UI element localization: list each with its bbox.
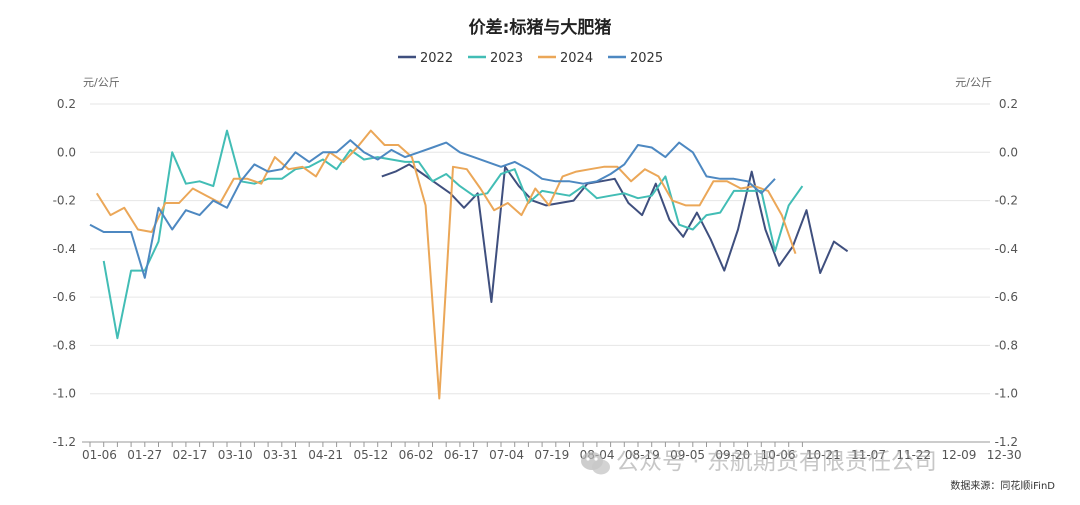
y-tick-label-right: 0.2 xyxy=(999,97,1018,111)
legend-label-2023: 2023 xyxy=(490,51,523,66)
chart-title: 价差:标猪与大肥猪 xyxy=(469,17,612,38)
y-unit-left: 元/公斤 xyxy=(83,76,120,89)
legend-label-2024: 2024 xyxy=(560,51,593,66)
x-tick-label: 08-19 xyxy=(625,448,660,462)
x-tick-label: 01-27 xyxy=(127,448,162,462)
y-tick-label-left: -1.2 xyxy=(53,435,76,449)
y-tick-label-right: -0.6 xyxy=(995,290,1018,304)
watermark: 公众号 · 东航期货有限责任公司 xyxy=(581,449,937,475)
x-tick-label: 12-30 xyxy=(987,448,1022,462)
x-tick-label: 06-02 xyxy=(399,448,434,462)
legend-label-2025: 2025 xyxy=(630,51,663,66)
x-tick-label: 07-04 xyxy=(489,448,524,462)
x-tick-label: 11-22 xyxy=(896,448,931,462)
y-tick-label-right: -1.2 xyxy=(995,435,1018,449)
y-tick-label-left: -0.2 xyxy=(53,194,76,208)
x-tick-label: 02-17 xyxy=(172,448,207,462)
watermark-text: 公众号 · 东航期货有限责任公司 xyxy=(616,449,937,475)
x-tick-label: 04-21 xyxy=(308,448,343,462)
x-tick-label: 07-19 xyxy=(534,448,569,462)
y-tick-label-left: -1.0 xyxy=(53,387,76,401)
y-tick-label-right: -0.8 xyxy=(995,338,1018,352)
x-tick-label: 10-21 xyxy=(806,448,841,462)
x-tick-label: 11-07 xyxy=(851,448,886,462)
series-line-2025 xyxy=(89,139,776,279)
y-unit-right: 元/公斤 xyxy=(955,76,992,89)
series-lines xyxy=(89,129,849,400)
y-axis-ticks: -1.2 -1.2 -1.0 -1.0 -0.8 -0.8 -0.6 -0.6 -0.4 -0.4… xyxy=(53,97,1018,449)
x-tick-label: 05-12 xyxy=(353,448,388,462)
source-note: 数据来源：同花顺iFinD xyxy=(950,479,1055,492)
grid xyxy=(90,103,990,443)
x-tick-label: 09-20 xyxy=(715,448,750,462)
x-tick-label: 12-09 xyxy=(942,448,977,462)
wechat-icon xyxy=(581,452,610,475)
y-tick-label-right: 0.0 xyxy=(999,145,1018,159)
x-tick-label: 06-17 xyxy=(444,448,479,462)
series-line-2022 xyxy=(381,163,849,303)
y-tick-label-left: -0.6 xyxy=(53,290,76,304)
y-tick-label-right: -0.2 xyxy=(995,194,1018,208)
y-tick-label-right: -1.0 xyxy=(995,387,1018,401)
y-tick-label-right: -0.4 xyxy=(995,242,1018,256)
legend-label-2022: 2022 xyxy=(420,51,453,66)
x-tick-label: 10-06 xyxy=(761,448,796,462)
x-tick-label: 01-06 xyxy=(82,448,117,462)
x-tick-label: 03-31 xyxy=(263,448,298,462)
x-tick-label: 09-05 xyxy=(670,448,705,462)
y-tick-label-left: -0.8 xyxy=(53,338,76,352)
x-axis: 01-06 01-27 02-17 03-10 03-31 04-21 05-12 06-02… xyxy=(82,441,1022,462)
y-tick-label-left: 0.0 xyxy=(57,145,76,159)
series-line-2024 xyxy=(95,129,797,400)
x-tick-label: 03-10 xyxy=(218,448,253,462)
legend: 2022 2023 2024 2025 xyxy=(398,51,663,66)
y-tick-label-left: -0.4 xyxy=(53,242,76,256)
y-tick-label-left: 0.2 xyxy=(57,97,76,111)
